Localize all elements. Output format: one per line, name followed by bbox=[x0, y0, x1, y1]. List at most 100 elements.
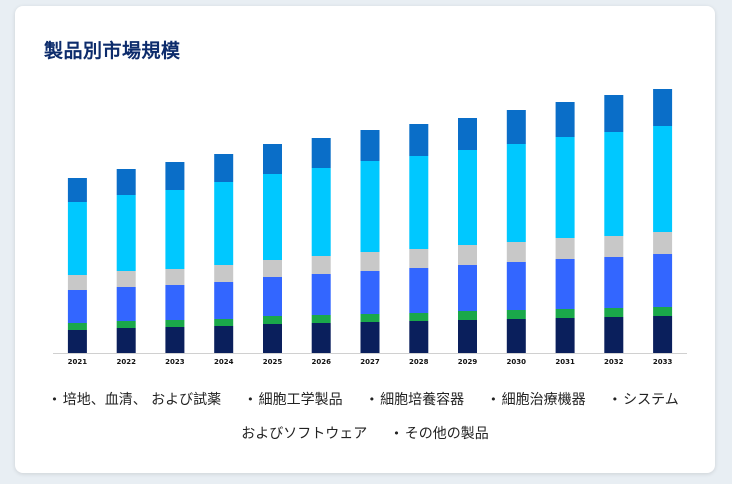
bar-segment-2027-5 bbox=[360, 130, 380, 161]
x-tick-label: 2032 bbox=[604, 358, 624, 366]
x-tick-label: 2025 bbox=[263, 358, 283, 366]
bar-segment-2033-3 bbox=[653, 232, 673, 254]
bar-segment-2032-0 bbox=[604, 317, 624, 353]
bar-segment-2022-0 bbox=[116, 328, 136, 353]
bar-segment-2030-0 bbox=[506, 319, 526, 353]
bar-segment-2029-5 bbox=[458, 118, 477, 150]
bar-segment-2027-1 bbox=[360, 314, 380, 322]
stacked-bar-chart: 2021 2022 2023 2024 2025 2026 2027 2028 2029 2030… bbox=[53, 89, 687, 366]
legend-item: • その他の製品 bbox=[393, 426, 489, 442]
bar-segment-2027-3 bbox=[360, 252, 380, 271]
bar-segment-2021-3 bbox=[67, 275, 87, 290]
legend-item: • 細胞治療機器 bbox=[490, 392, 586, 408]
bar-segment-2026-0 bbox=[311, 323, 331, 353]
legend-item: • 培地、血清、 および試薬 bbox=[51, 392, 222, 408]
bar-segment-2024-1 bbox=[214, 319, 234, 326]
x-tick-label: 2023 bbox=[165, 358, 185, 366]
bar-segment-2022-2 bbox=[116, 287, 136, 321]
bar-segment-2030-4 bbox=[506, 144, 526, 242]
bar-segment-2024-3 bbox=[214, 265, 234, 282]
bar-segment-2028-3 bbox=[409, 249, 429, 268]
x-tick-label: 2021 bbox=[68, 358, 88, 366]
bar-segment-2030-2 bbox=[506, 262, 526, 310]
bar-segment-2023-3 bbox=[165, 269, 185, 285]
bar-segment-2023-5 bbox=[165, 162, 185, 190]
bar-segment-2023-1 bbox=[165, 320, 185, 327]
bar-segment-2026-5 bbox=[311, 138, 331, 168]
bar-segment-2022-5 bbox=[116, 169, 136, 195]
bar-segment-2024-4 bbox=[214, 182, 234, 265]
bar-segment-2026-3 bbox=[311, 256, 331, 274]
bar-segment-2033-0 bbox=[653, 316, 673, 353]
bar-segment-2021-1 bbox=[67, 323, 87, 330]
bar-segment-2032-1 bbox=[604, 308, 624, 317]
bar-segment-2031-5 bbox=[555, 102, 575, 137]
x-tick-label: 2029 bbox=[458, 358, 478, 366]
bar-segment-2025-2 bbox=[263, 277, 282, 316]
bar-segment-2029-2 bbox=[458, 265, 477, 311]
bar-segment-2026-4 bbox=[311, 168, 331, 256]
bar-segment-2026-1 bbox=[311, 315, 331, 323]
bar-segment-2031-2 bbox=[555, 259, 575, 309]
bar-segment-2028-5 bbox=[409, 124, 429, 156]
bar-segment-2022-1 bbox=[116, 321, 136, 328]
bar-segment-2021-0 bbox=[67, 330, 87, 353]
bar-segment-2032-5 bbox=[604, 95, 624, 132]
bar-segment-2029-1 bbox=[458, 311, 477, 320]
bar-segment-2023-0 bbox=[165, 327, 185, 353]
bar-segment-2027-2 bbox=[360, 271, 380, 314]
bar-segment-2033-4 bbox=[653, 126, 673, 232]
legend-item: • 細胞工学製品 bbox=[247, 392, 343, 408]
x-tick-label: 2030 bbox=[507, 358, 527, 366]
bar-segment-2028-2 bbox=[409, 268, 429, 313]
bar-segment-2033-2 bbox=[653, 254, 673, 307]
bar-segment-2027-0 bbox=[360, 322, 380, 353]
legend-item: • 細胞培養容器 bbox=[368, 392, 465, 408]
bar-segment-2022-4 bbox=[116, 195, 136, 271]
legend-row-2: およびソフトウェア • その他の製品 bbox=[15, 423, 715, 443]
x-tick-label: 2026 bbox=[311, 358, 331, 366]
bar-segment-2022-3 bbox=[116, 271, 136, 287]
bar-segment-2031-1 bbox=[555, 309, 575, 318]
bar-segment-2021-4 bbox=[67, 202, 87, 275]
bar-segment-2025-4 bbox=[263, 174, 282, 260]
bar-segment-2027-4 bbox=[360, 161, 380, 252]
bar-segment-2021-5 bbox=[67, 178, 87, 202]
x-tick-label: 2028 bbox=[409, 358, 429, 366]
bar-segment-2021-2 bbox=[67, 290, 87, 323]
bar-segment-2025-1 bbox=[263, 316, 282, 324]
bar-segment-2023-2 bbox=[165, 285, 185, 320]
x-tick-label: 2031 bbox=[555, 358, 575, 366]
bar-segment-2032-4 bbox=[604, 132, 624, 236]
bar-segment-2025-3 bbox=[263, 260, 282, 277]
bar-segment-2023-4 bbox=[165, 190, 185, 269]
bar-segment-2024-5 bbox=[214, 154, 234, 182]
x-tick-labels: 2021 2022 2023 2024 2025 2026 2027 2028 2029 2030… bbox=[68, 358, 673, 366]
bar-segment-2029-4 bbox=[458, 150, 477, 245]
bar-segment-2028-0 bbox=[409, 321, 429, 353]
bar-segment-2030-1 bbox=[506, 310, 526, 319]
bar-segment-2033-1 bbox=[653, 307, 673, 316]
x-tick-label: 2024 bbox=[214, 358, 234, 366]
chart-title: 製品別市場規模 bbox=[44, 40, 181, 62]
bar-segment-2026-2 bbox=[311, 274, 331, 315]
bar-segment-2024-2 bbox=[214, 282, 234, 319]
legend-item: • システム bbox=[611, 392, 679, 408]
x-tick-label: 2033 bbox=[653, 358, 673, 366]
x-tick-label: 2022 bbox=[116, 358, 136, 366]
bar-segment-2028-4 bbox=[409, 156, 429, 249]
bar-segment-2030-5 bbox=[506, 110, 526, 144]
bar-segment-2031-4 bbox=[555, 137, 575, 238]
bar-segment-2033-5 bbox=[653, 89, 673, 126]
bar-segment-2025-0 bbox=[263, 324, 282, 353]
bar-segment-2029-3 bbox=[458, 245, 477, 265]
bars-group bbox=[67, 89, 673, 353]
legend-row-1: • 培地、血清、 および試薬 • 細胞工学製品 • 細胞培養容器 • 細胞治療機器 • シ… bbox=[15, 389, 715, 409]
x-tick-label: 2027 bbox=[360, 358, 380, 366]
legend-item-continued: およびソフトウェア bbox=[241, 426, 368, 442]
bar-segment-2030-3 bbox=[506, 242, 526, 262]
bar-segment-2029-0 bbox=[458, 320, 477, 353]
bar-segment-2025-5 bbox=[263, 144, 282, 174]
bar-segment-2028-1 bbox=[409, 313, 429, 321]
bar-segment-2024-0 bbox=[214, 326, 234, 353]
